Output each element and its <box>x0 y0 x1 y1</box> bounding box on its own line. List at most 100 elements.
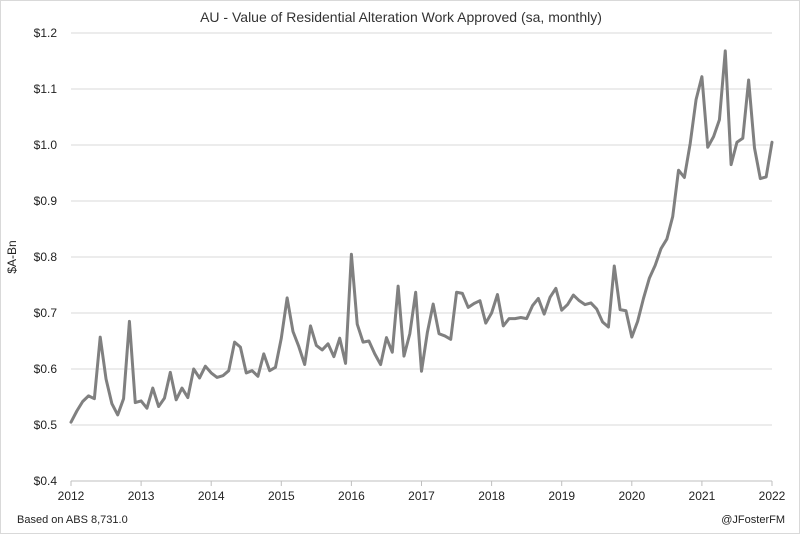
data-point <box>712 135 715 138</box>
data-point <box>689 142 692 145</box>
data-point <box>625 309 627 312</box>
data-point <box>759 177 762 180</box>
data-point <box>327 343 329 345</box>
data-point <box>648 277 651 280</box>
data-point <box>578 299 581 302</box>
data-point <box>251 369 253 372</box>
data-point <box>420 370 423 373</box>
series-layer <box>69 49 774 424</box>
data-point <box>613 265 616 267</box>
data-point <box>227 369 230 372</box>
series-line <box>69 49 774 424</box>
data-point <box>175 399 177 401</box>
data-point <box>718 119 721 121</box>
data-point <box>245 372 248 374</box>
y-tick-label: $1.2 <box>34 26 58 40</box>
y-tick-label: $0.7 <box>34 306 58 320</box>
data-point <box>362 341 364 343</box>
data-point <box>432 303 434 305</box>
gridlines <box>71 32 772 482</box>
data-point <box>134 401 137 404</box>
data-point <box>595 308 598 310</box>
data-point <box>555 287 557 290</box>
chart-title: AU - Value of Residential Alteration Wor… <box>200 9 602 25</box>
x-tick-label: 2021 <box>689 489 716 503</box>
x-tick-label: 2012 <box>58 489 85 503</box>
data-point <box>490 312 493 314</box>
data-point <box>321 349 323 351</box>
tick-labels: $0.4 $0.5 $0.6 $0.7 $0.8 $0.9 $1.0 $1.1 $1.2 2012… <box>34 26 786 503</box>
data-point <box>315 344 318 347</box>
x-tick-label: 2020 <box>618 489 645 503</box>
data-point <box>701 75 703 78</box>
data-point <box>286 297 288 299</box>
data-point <box>666 238 668 240</box>
data-point <box>163 397 166 399</box>
data-point <box>736 141 738 143</box>
data-point <box>222 374 224 377</box>
data-point <box>274 366 277 369</box>
x-tick-label: 2013 <box>128 489 155 503</box>
data-point <box>93 397 96 400</box>
data-point <box>216 376 218 379</box>
data-point <box>455 291 458 294</box>
data-point <box>566 303 569 306</box>
data-point <box>385 336 388 339</box>
data-point <box>99 336 102 338</box>
data-point <box>140 400 142 402</box>
y-tick-label: $0.4 <box>34 474 58 488</box>
data-point <box>479 299 481 302</box>
data-point <box>350 253 353 255</box>
data-point <box>449 338 452 341</box>
y-tick-label: $0.6 <box>34 362 58 376</box>
y-axis-label: $A-Bn <box>5 240 19 273</box>
data-point <box>333 355 335 358</box>
data-point <box>467 306 470 309</box>
x-tick-label: 2014 <box>198 489 225 503</box>
author-credit: @JFosterFM <box>721 514 785 526</box>
data-point <box>233 341 236 343</box>
data-point <box>192 368 195 370</box>
data-point <box>683 176 686 179</box>
data-point <box>730 163 732 166</box>
data-point <box>654 264 656 267</box>
data-point <box>747 79 750 81</box>
data-point <box>572 294 575 296</box>
data-point <box>695 98 697 101</box>
data-point <box>309 325 312 327</box>
data-point <box>76 410 78 412</box>
data-point <box>169 371 172 374</box>
data-point <box>537 297 540 300</box>
data-point <box>116 414 119 416</box>
axes <box>70 480 773 486</box>
data-point <box>601 321 604 323</box>
y-tick-label: $0.5 <box>34 418 58 432</box>
data-point <box>344 362 347 365</box>
data-point <box>619 308 621 311</box>
x-tick-label: 2018 <box>478 489 505 503</box>
data-point <box>368 340 370 342</box>
data-point <box>397 285 399 287</box>
data-point <box>444 335 446 337</box>
data-point <box>677 169 680 171</box>
data-point <box>204 365 207 368</box>
data-point <box>660 247 662 250</box>
data-point <box>87 395 90 397</box>
data-point <box>765 176 767 178</box>
x-tick-label: 2017 <box>408 489 435 503</box>
data-point <box>262 353 265 355</box>
data-point <box>741 137 744 140</box>
data-point <box>81 400 84 403</box>
y-tick-label: $1.1 <box>34 82 58 96</box>
data-point <box>502 325 505 327</box>
data-point <box>706 146 709 149</box>
data-point <box>642 297 645 300</box>
data-point <box>426 331 429 334</box>
data-point <box>391 351 394 354</box>
data-point <box>525 317 528 320</box>
data-point <box>373 353 376 355</box>
data-point <box>303 363 306 366</box>
data-point <box>210 372 212 374</box>
y-tick-label: $0.9 <box>34 194 58 208</box>
